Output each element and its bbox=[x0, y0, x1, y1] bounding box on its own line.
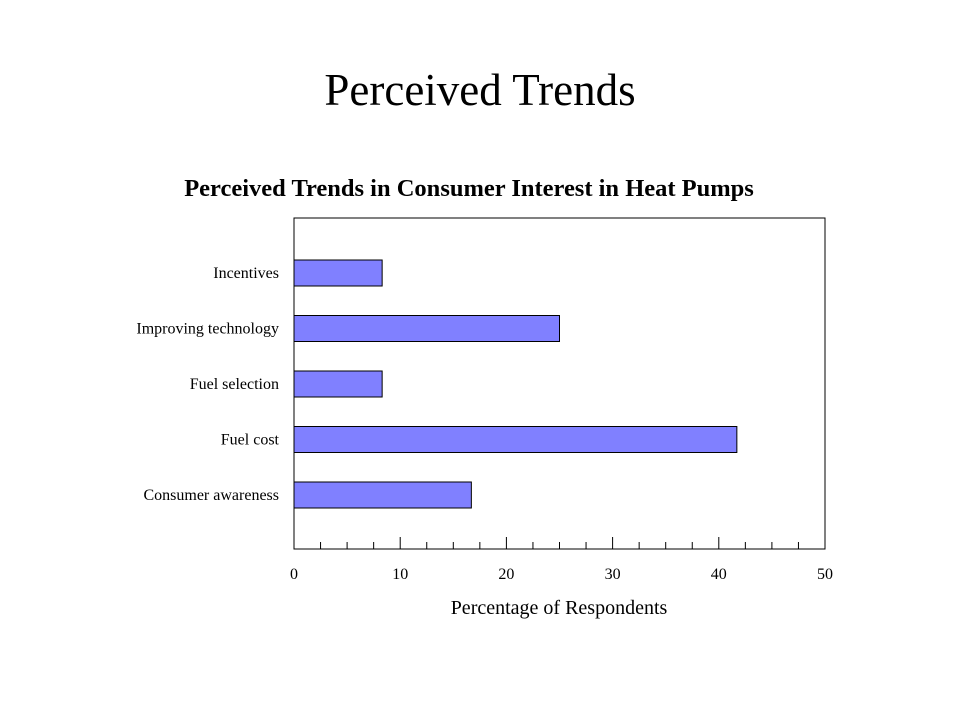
x-tick-label: 0 bbox=[290, 566, 298, 583]
category-labels: Incentives Improving technology Fuel selec… bbox=[136, 265, 279, 504]
bar-fuel-selection bbox=[293, 370, 383, 398]
bar-improving-technology bbox=[293, 315, 560, 342]
slide-title: Perceived Trends bbox=[324, 65, 636, 115]
x-tick-label: 40 bbox=[711, 566, 727, 583]
bar-consumer-awareness bbox=[293, 481, 472, 509]
x-axis-label: Percentage of Respondents bbox=[451, 597, 668, 619]
x-tick-label: 10 bbox=[392, 566, 408, 583]
x-tick-label: 50 bbox=[817, 566, 833, 583]
bars-group bbox=[293, 259, 738, 509]
bar-fuel-cost bbox=[293, 426, 738, 453]
x-tick-label: 20 bbox=[498, 566, 514, 583]
category-label-fuel-cost: Fuel cost bbox=[221, 432, 280, 449]
category-label-improving-technology: Improving technology bbox=[136, 321, 279, 338]
x-axis: 0 10 20 30 40 50 bbox=[290, 537, 833, 583]
category-label-incentives: Incentives bbox=[213, 265, 279, 282]
bar-incentives bbox=[293, 259, 383, 287]
category-label-fuel-selection: Fuel selection bbox=[190, 376, 279, 393]
chart-title: Perceived Trends in Consumer Interest in… bbox=[184, 175, 754, 202]
category-label-consumer-awareness: Consumer awareness bbox=[143, 487, 279, 504]
x-tick-label: 30 bbox=[605, 566, 621, 583]
